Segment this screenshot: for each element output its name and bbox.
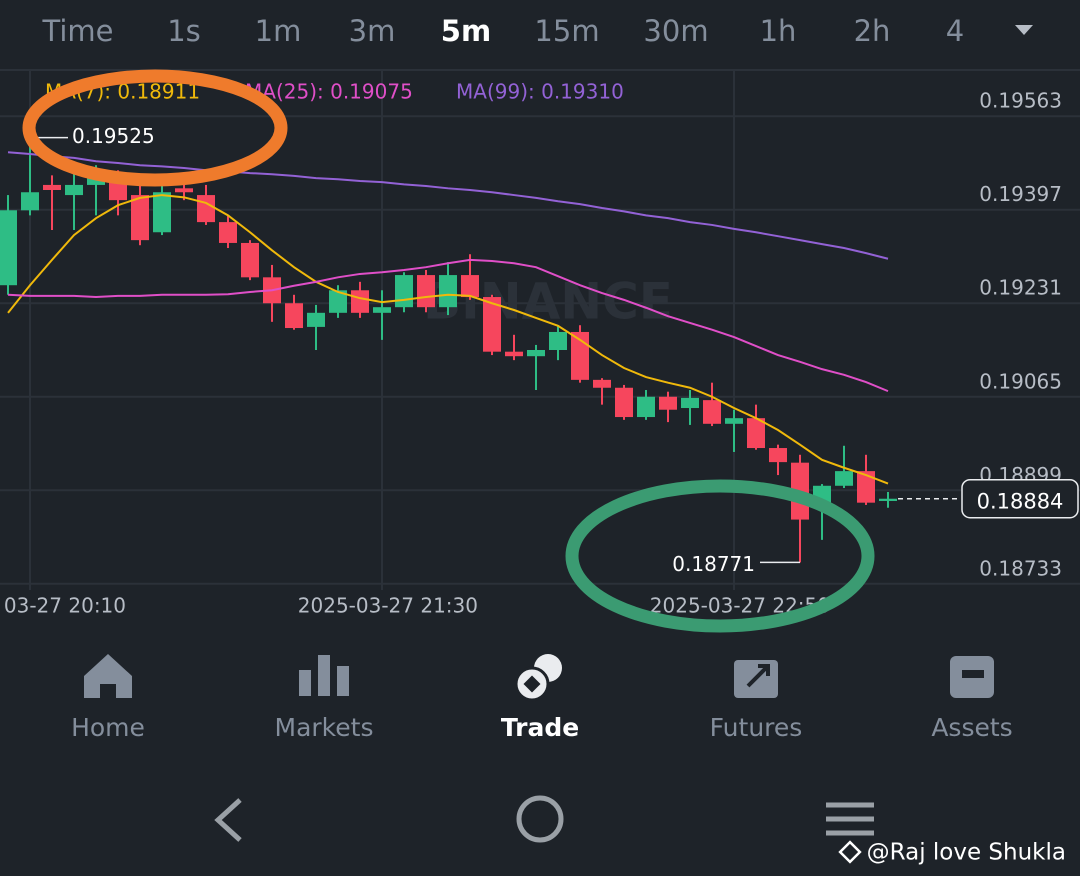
low-label: 0.18771 [672, 552, 755, 576]
high-label: 0.19525 [72, 124, 155, 148]
last-price-label: 0.18884 [977, 490, 1064, 514]
candle-body [109, 179, 127, 201]
interval-tab[interactable]: 1h [760, 14, 797, 48]
highlight-circle [22, 69, 288, 187]
interval-tab[interactable]: 1s [167, 14, 201, 48]
highlight-circle [565, 479, 875, 633]
legend-entry: MA(99): 0.19310 [456, 80, 624, 104]
candle-body [131, 195, 149, 241]
interval-tabs: Time 1s 1m 3m 5m 15m 30m 1h 2h 4 [42, 14, 965, 48]
candle-body [461, 275, 479, 298]
candle-body [505, 351, 523, 357]
user-watermark: @Raj love Shukla [867, 840, 1066, 866]
y-tick-label: 0.19563 [979, 89, 1062, 113]
ma-line [7, 258, 889, 393]
candle-body [153, 192, 171, 233]
candle-body [285, 303, 303, 329]
nav-label[interactable]: Futures [710, 713, 803, 742]
y-tick-label: 0.18733 [979, 556, 1062, 580]
assets-icon [962, 670, 984, 678]
home-button[interactable] [516, 795, 564, 843]
candle-body [219, 222, 237, 243]
candle-body [197, 195, 215, 223]
nav-label[interactable]: Markets [275, 713, 374, 742]
candle-body [87, 178, 105, 185]
more-intervals[interactable] [1015, 25, 1033, 35]
candle-body [307, 312, 325, 327]
candle-body [351, 290, 369, 313]
ma-line [7, 151, 889, 260]
candle-body [681, 397, 699, 409]
x-tick-label: 2025-03-27 21:30 [298, 594, 478, 618]
interval-tab[interactable]: 2h [854, 14, 891, 48]
legend-entry: MA(25): 0.19075 [245, 80, 413, 104]
interval-tab[interactable]: 5m [441, 14, 491, 48]
candle-body [769, 448, 787, 463]
nav-label[interactable]: Assets [931, 713, 1012, 742]
candle-body [417, 275, 435, 308]
back-button[interactable] [214, 798, 242, 842]
candle-body [329, 290, 347, 313]
markets-icon [299, 670, 311, 696]
bottom-nav: Home Markets Trade Futures Assets [71, 654, 1013, 742]
candle-body [527, 350, 545, 357]
candle-body [879, 498, 897, 501]
interval-tab[interactable]: 1m [255, 14, 302, 48]
trade-icon [523, 675, 541, 693]
home-icon [84, 654, 132, 698]
candle-body [439, 275, 457, 308]
candle-body [835, 471, 853, 486]
annotations: 0.19525 0.18771 0.18884 [30, 124, 1079, 576]
interval-tab[interactable]: 15m [534, 14, 599, 48]
candle-body [43, 184, 61, 190]
interval-tab[interactable]: Time [42, 14, 114, 48]
menu-button[interactable] [826, 802, 874, 836]
plot [0, 137, 897, 563]
ma-line [7, 194, 889, 485]
watermark-icon [838, 840, 862, 864]
candle-body [747, 418, 765, 449]
y-tick-label: 0.19397 [979, 182, 1062, 206]
nav-label[interactable]: Home [71, 713, 145, 742]
candle-body [241, 242, 259, 278]
markets-icon [337, 666, 349, 696]
markets-icon [318, 655, 330, 696]
last-price-box [961, 478, 1079, 519]
candle-body [615, 387, 633, 418]
interval-tab[interactable]: 4 [946, 14, 964, 48]
candle-body [65, 184, 83, 196]
interval-tab[interactable]: 30m [643, 14, 708, 48]
x-tick-label: 03-27 20:10 [4, 594, 126, 618]
grid: 0.187330.188990.190650.192310.193970.195… [0, 70, 1080, 618]
candle-body [593, 379, 611, 388]
candle-body [725, 418, 743, 424]
candle-body [373, 307, 391, 313]
candle-body [703, 400, 721, 424]
y-tick-label: 0.19231 [979, 276, 1062, 300]
interval-tab[interactable]: 3m [349, 14, 396, 48]
candle-body [549, 331, 567, 350]
y-tick-label: 0.19065 [979, 369, 1062, 393]
candle-body [659, 396, 677, 410]
candle-body [21, 192, 39, 211]
candle-body [637, 396, 655, 418]
futures-icon [746, 664, 770, 688]
candle-body [483, 297, 501, 352]
candle-body [395, 275, 413, 308]
candle-body [857, 471, 875, 503]
nav-label[interactable]: Trade [501, 713, 579, 742]
candle-body [175, 188, 193, 193]
candle-body [0, 210, 17, 286]
